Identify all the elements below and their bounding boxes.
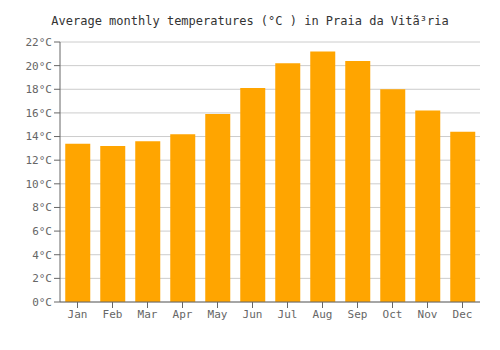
html-text:Average monthly temperatures (: Average monthly temperatures (°C ) in Pr… <box>51 14 449 28</box>
svg-text:Nov: Nov <box>418 308 438 321</box>
svg-text:Jul: Jul <box>278 308 298 321</box>
svg-text:18°C: 18°C <box>26 83 53 96</box>
svg-text:12°C: 12°C <box>26 154 53 167</box>
svg-text:Oct: Oct <box>383 308 403 321</box>
svg-text:20°C: 20°C <box>26 60 53 73</box>
svg-text:Mar: Mar <box>138 308 158 321</box>
svg-text:0°C: 0°C <box>32 296 52 309</box>
svg-text:22°C: 22°C <box>26 36 53 49</box>
svg-text:16°C: 16°C <box>26 107 53 120</box>
svg-text:Sep: Sep <box>348 308 368 321</box>
svg-text:Jan: Jan <box>68 308 88 321</box>
svg-text:6°C: 6°C <box>32 225 52 238</box>
svg-text:14°C: 14°C <box>26 130 53 143</box>
svg-text:Feb: Feb <box>103 308 123 321</box>
svg-text:May: May <box>208 308 228 321</box>
svg-text:Dec: Dec <box>453 308 473 321</box>
svg-text:Aug: Aug <box>313 308 333 321</box>
svg-text:8°C: 8°C <box>32 201 52 214</box>
svg-text:4°C: 4°C <box>32 249 52 262</box>
svg-text:Jun: Jun <box>243 308 263 321</box>
svg-text:2°C: 2°C <box>32 272 52 285</box>
svg-text:Apr: Apr <box>173 308 193 321</box>
svg-text:10°C: 10°C <box>26 178 53 191</box>
